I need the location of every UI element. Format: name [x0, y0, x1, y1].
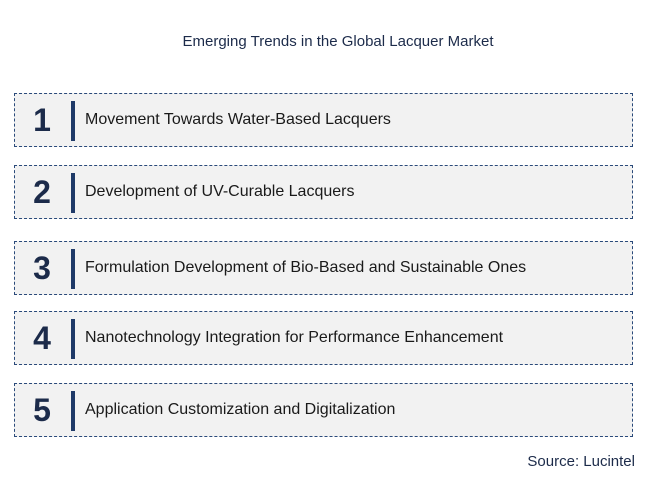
trend-item-1: 1 Movement Towards Water-Based Lacquers: [14, 93, 633, 147]
trend-divider: [71, 391, 75, 431]
trend-divider: [71, 319, 75, 359]
trend-number: 4: [33, 319, 51, 356]
trend-number: 1: [33, 101, 51, 138]
trend-label: Nanotechnology Integration for Performan…: [85, 329, 504, 346]
trend-label: Formulation Development of Bio-Based and…: [85, 259, 527, 276]
trend-label: Development of UV-Curable Lacquers: [85, 183, 355, 200]
trend-label: Application Customization and Digitaliza…: [85, 401, 396, 418]
trend-item-2: 2 Development of UV-Curable Lacquers: [14, 165, 633, 219]
source-credit: Source: Lucintel: [527, 453, 635, 470]
trend-number: 5: [33, 391, 51, 428]
trend-number: 3: [33, 249, 51, 286]
trend-label: Movement Towards Water-Based Lacquers: [85, 111, 391, 128]
trend-divider: [71, 249, 75, 289]
diagram-title: Emerging Trends in the Global Lacquer Ma…: [182, 33, 494, 50]
trend-item-5: 5 Application Customization and Digitali…: [14, 383, 633, 437]
trend-item-4: 4 Nanotechnology Integration for Perform…: [14, 311, 633, 365]
trend-divider: [71, 101, 75, 141]
trend-number: 2: [33, 173, 51, 210]
trend-item-3: 3 Formulation Development of Bio-Based a…: [14, 241, 633, 295]
trend-divider: [71, 173, 75, 213]
